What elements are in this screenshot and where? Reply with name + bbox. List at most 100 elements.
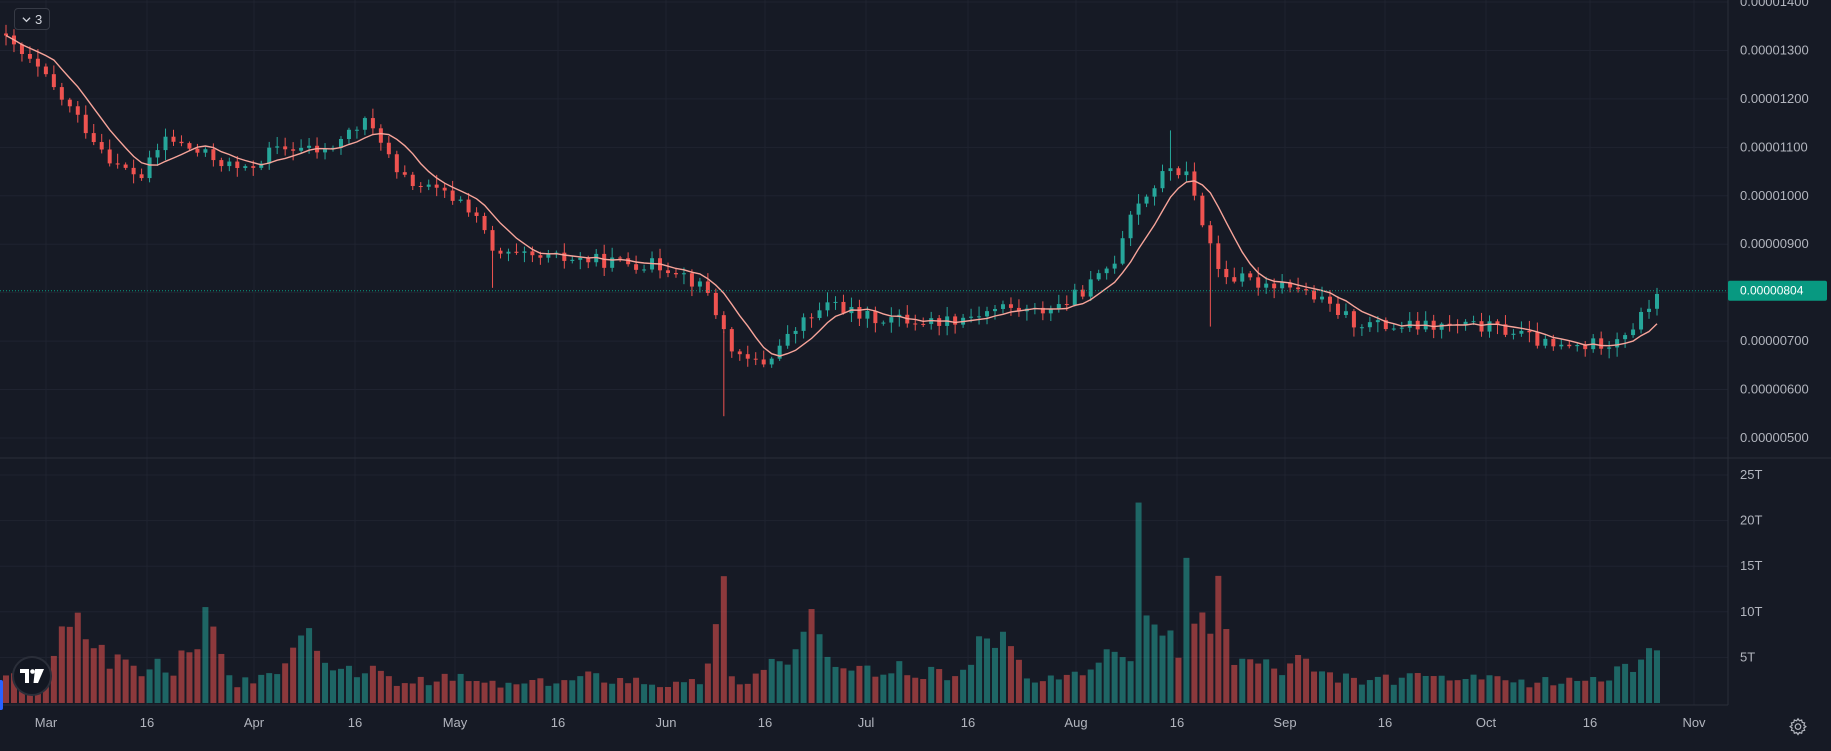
candle-body [1144,196,1149,204]
candle-body [147,157,152,179]
volume-bar-up [609,683,616,703]
candle-body [354,129,359,131]
candle-body [857,307,862,319]
candle-body [1527,330,1532,333]
candle-down [4,24,8,46]
candle-body [1152,188,1157,197]
time-tick-label: 16 [1583,715,1597,730]
candle-body [1296,287,1301,290]
volume-bar-down [1350,677,1357,703]
price-tick-label: 0.00001100 [1740,139,1808,154]
candle-body [689,273,694,287]
candle-down [1224,260,1229,285]
candle-body [1599,338,1604,349]
candle-down [386,136,391,158]
volume-axis[interactable]: 25T 20T 15T 10T 5T [1740,467,1762,664]
candle-down [1327,290,1332,312]
candle-body [801,317,806,331]
left-panel-handle[interactable] [0,680,3,710]
candle-down [1200,192,1205,228]
candle-body [43,66,48,75]
volume-bar-up [864,665,871,703]
candle-up [1647,299,1652,319]
collapse-indicators-button[interactable]: 3 [14,8,51,30]
volume-bar-up [521,683,528,703]
price-tick-label: 0.00001400 [1740,0,1809,9]
tradingview-logo-icon[interactable] [12,656,52,696]
candle-body [753,358,758,360]
volume-bar-up [1358,684,1365,703]
candle-body [1120,238,1125,264]
candle-up [267,141,272,170]
candle-down [490,225,495,259]
candle-body [27,53,32,59]
volume-bar-down [808,609,815,703]
candle-down [705,273,710,296]
candle-up [1072,283,1077,307]
candle-up [1543,335,1548,349]
candle-body [1216,243,1221,269]
candle-body [267,147,272,164]
volume-bar-down [473,680,480,703]
candle-body [833,301,838,303]
volume-bar-down [1063,674,1070,703]
volume-bar-up [1638,659,1645,703]
candles [4,24,1659,417]
volume-bar-up [1622,663,1629,703]
candle-body [522,251,527,253]
candle-body [1535,332,1540,346]
candle-up [1639,307,1644,334]
candle-body [163,136,168,151]
candle-body [75,106,80,115]
candle-down [1351,309,1356,337]
volume-bar-up [832,666,839,703]
candle-body [913,323,918,325]
volume-bar-down [1326,672,1333,703]
candle-up [1112,255,1117,274]
candle-down [1008,297,1013,316]
candle-down [753,352,758,366]
time-axis[interactable]: Mar 16 Apr 16 May 16 Jun 16 Jul 16 Aug 16 Sep 16 Oct 16… [35,715,1706,730]
volume-bar-up [800,631,807,703]
candle-down [219,157,224,172]
volume-tick-label: 10T [1740,604,1762,619]
candle-body [1567,344,1572,347]
volume-bar-down [1534,682,1541,703]
candle-body [713,292,718,316]
candle-down [626,252,631,267]
time-tick-label: Jul [858,715,875,730]
candle-body [729,329,734,352]
volume-bar-up [1654,650,1660,703]
current-price-label: 0.00000804 [1740,284,1804,298]
gear-icon[interactable] [1787,716,1809,738]
volume-bar-down [936,669,943,703]
volume-bar-up [1047,675,1054,703]
candle-body [1016,307,1021,312]
volume-bar-down [1454,680,1461,703]
volume-bar-down [1191,623,1198,703]
candle-up [147,150,152,183]
candle-body [506,251,511,254]
volume-bar-down [1295,655,1302,703]
volume-bar-up [776,661,783,703]
candle-body [665,270,670,274]
volume-bar-up [337,668,344,703]
candle-body [155,150,160,158]
candle-up [865,306,870,328]
price-axis[interactable]: 0.00001400 0.00001300 0.00001200 0.00001100… [1740,0,1809,445]
candle-down [634,255,639,274]
candle-body [1224,268,1229,278]
candle-down [171,129,176,146]
candle-down [937,315,942,336]
candle-up [1423,311,1428,333]
volume-bar-down [513,684,520,703]
volume-bar-up [1470,674,1477,703]
candle-up [993,304,998,320]
volume-bar-up [1398,677,1405,703]
candle-body [466,199,471,213]
volume-bar-up [1462,678,1469,703]
candle-body [578,257,583,260]
volume-bar-down [66,626,73,703]
